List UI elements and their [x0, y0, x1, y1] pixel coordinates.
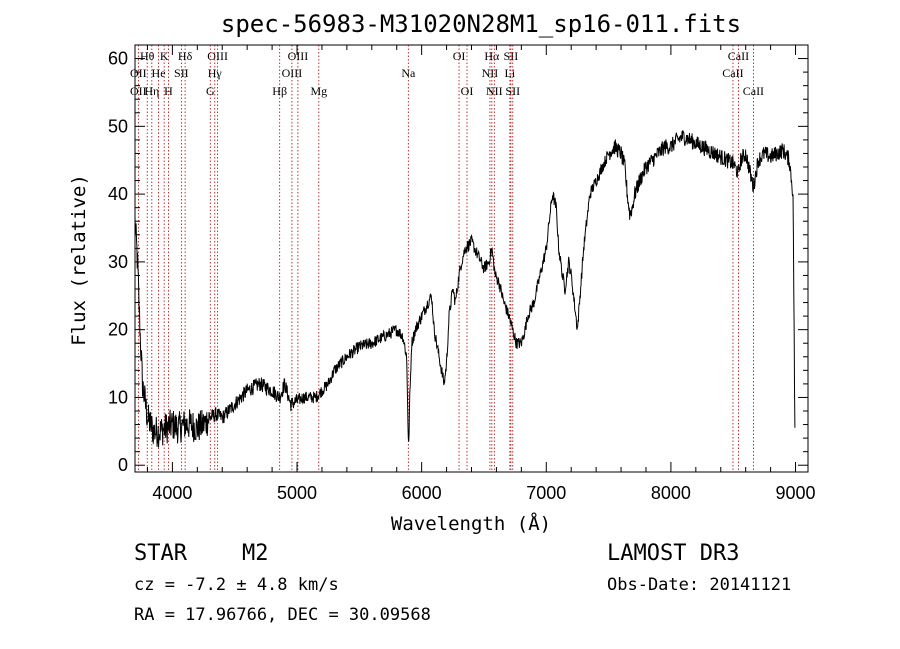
- line-label-16: Na: [401, 66, 416, 80]
- line-label-8: SII: [174, 66, 189, 80]
- spectrum-line: [134, 130, 796, 448]
- y-tick-label: 30: [108, 252, 128, 272]
- line-label-2: OII: [130, 84, 147, 98]
- x-tick-label: 8000: [651, 483, 691, 503]
- line-label-7: Hδ: [178, 49, 193, 63]
- line-label-3: Hη: [144, 84, 159, 98]
- y-axis-label: Flux (relative): [68, 174, 90, 346]
- object-class: STAR: [134, 541, 188, 566]
- plot-frame: [134, 44, 809, 473]
- line-label-13: OIII: [288, 49, 309, 63]
- line-label-18: OI: [461, 84, 474, 98]
- line-label-20: SII: [504, 49, 519, 63]
- x-tick-label: 4000: [152, 483, 192, 503]
- line-label-0: Hθ: [140, 49, 155, 63]
- line-label-17: OI: [453, 49, 466, 63]
- line-label-23: NII: [486, 84, 503, 98]
- x-tick-label: 7000: [526, 483, 566, 503]
- line-label-27: CaII: [743, 84, 764, 98]
- line-label-1: OII: [130, 66, 147, 80]
- line-label-26: CaII: [722, 66, 743, 80]
- y-tick-label: 10: [108, 387, 128, 407]
- line-label-22: Li: [505, 66, 516, 80]
- y-tick-label: 40: [108, 184, 128, 204]
- line-label-9: OIII: [207, 49, 228, 63]
- redshift-velocity: cz = -7.2 ± 4.8 km/s: [134, 575, 339, 595]
- line-label-19: Hα: [484, 49, 500, 63]
- chart-title: spec-56983-M31020N28M1_sp16-011.fits: [221, 10, 741, 38]
- line-label-6: H: [164, 84, 173, 98]
- line-label-15: Mg: [310, 84, 327, 98]
- line-label-4: He: [152, 66, 166, 80]
- x-axis-ticks: 4000 5000 6000 7000 8000 9000: [146, 45, 816, 503]
- line-label-24: SII: [505, 84, 520, 98]
- x-tick-label: 5000: [277, 483, 317, 503]
- y-tick-label: 20: [108, 320, 128, 340]
- x-axis-label: Wavelength (Å): [391, 512, 551, 535]
- line-label-21: NII: [482, 66, 499, 80]
- line-label-11: G: [206, 84, 215, 98]
- y-tick-label: 50: [108, 116, 128, 136]
- survey-name: LAMOST DR3: [607, 541, 739, 566]
- y-tick-label: 0: [118, 455, 128, 475]
- sky-coordinates: RA = 17.96766, DEC = 30.09568: [134, 605, 431, 625]
- observation-date: Obs-Date: 20141121: [607, 575, 791, 595]
- object-subclass: M2: [242, 541, 269, 566]
- line-label-12: Hβ: [272, 84, 287, 98]
- y-axis-ticks: 0 10 20 30 40 50 60: [108, 49, 808, 475]
- line-label-14: OIII: [282, 66, 303, 80]
- line-label-25: CaII: [728, 49, 749, 63]
- line-label-5: K: [160, 49, 169, 63]
- line-label-10: Hγ: [208, 66, 223, 80]
- x-tick-label: 9000: [776, 483, 816, 503]
- x-tick-label: 6000: [402, 483, 442, 503]
- y-tick-label: 60: [108, 49, 128, 69]
